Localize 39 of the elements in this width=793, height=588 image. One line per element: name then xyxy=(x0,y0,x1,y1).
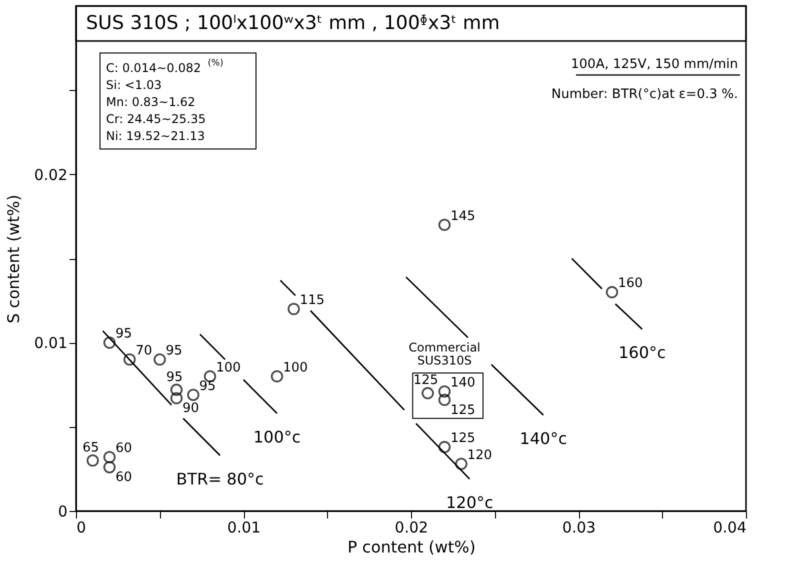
annotation: 70 xyxy=(136,344,152,358)
annotation: 100 xyxy=(216,360,241,376)
annotation: 140 xyxy=(450,375,476,390)
x-tick-label: 0 xyxy=(76,518,86,536)
annotation: 60 xyxy=(116,470,132,486)
annotation: 65 xyxy=(82,440,100,456)
annotation: BTR= 80°c xyxy=(176,469,264,488)
annotation: 95 xyxy=(116,326,132,342)
annotation: 120 xyxy=(467,448,492,463)
annotation: 100°c xyxy=(253,427,301,446)
annotation: 160 xyxy=(618,276,643,292)
annotation: 90 xyxy=(182,401,200,416)
annotation: 95 xyxy=(166,370,183,385)
x-tick-label: 0.01 xyxy=(227,518,261,536)
annotation: 95 xyxy=(199,378,216,394)
text: C: 0.014~0.082(%) Si: <1.03 Mn: 0.83~1.62 Cr: 24.45~25.35 Ni: 19.52~21.13 xyxy=(106,58,224,143)
x-tick-label: 0.02 xyxy=(394,518,428,536)
annotation: 145 xyxy=(450,208,476,224)
y-axis-title: S content (wt%) xyxy=(4,194,24,324)
annotation: 125 xyxy=(450,402,476,418)
y-tick-label: 0.01 xyxy=(34,334,68,352)
annotation: 160°c xyxy=(618,343,666,362)
annotation: 125 xyxy=(450,431,476,446)
x-axis-title: P content (wt%) xyxy=(347,538,476,556)
annotation: 100 xyxy=(283,360,308,376)
y-tick-label: 0.02 xyxy=(34,166,68,184)
annotation: 125 xyxy=(413,373,438,388)
annotation: 95 xyxy=(166,344,182,358)
annotation: 60 xyxy=(116,441,132,456)
annotation: 100A, 125V, 150 mm/min xyxy=(570,57,738,72)
annotation: 120°c xyxy=(446,493,494,512)
annotation: 115 xyxy=(300,293,325,308)
annotation: Number: BTR(°c)at ε=0.3 %. xyxy=(551,87,738,102)
x-tick-label: 0.04 xyxy=(713,518,746,536)
annotation: Commercial SUS310S xyxy=(408,340,480,368)
chart-title: SUS 310S ; 100ˡx100ʷx3ᵗ mm , 100ᶲx3ᵗ mm xyxy=(86,12,500,34)
x-tick-label: 0.03 xyxy=(562,518,596,536)
annotation: 140°c xyxy=(520,429,567,448)
y-tick-label: 0 xyxy=(58,502,68,520)
